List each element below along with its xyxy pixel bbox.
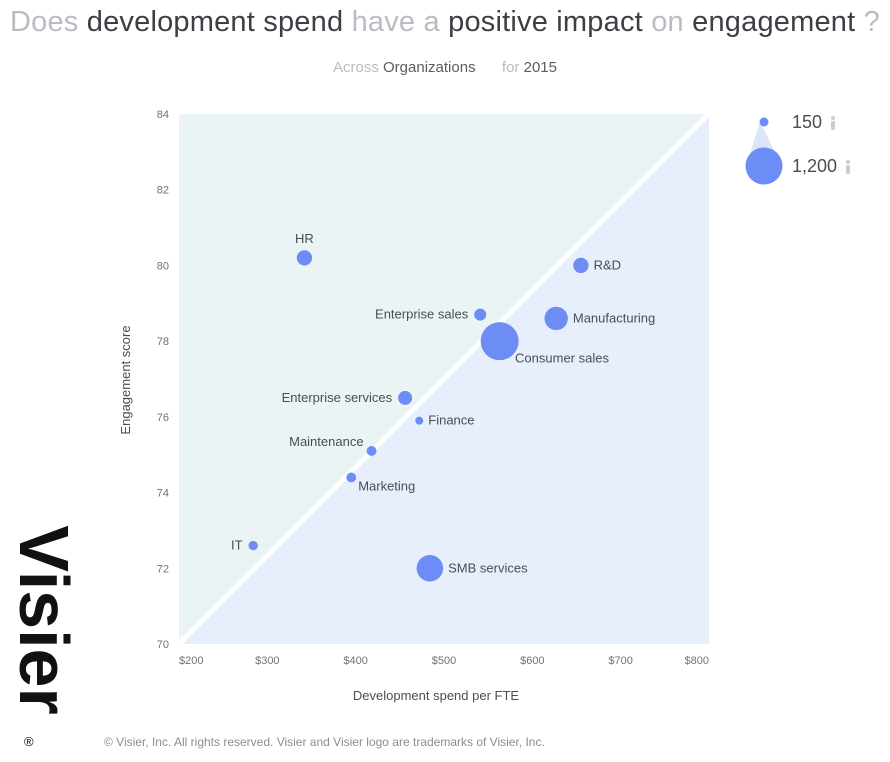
bubble[interactable] <box>544 306 568 331</box>
title-word-have-a: have a <box>351 6 440 38</box>
y-tick-label: 84 <box>157 109 169 121</box>
subtitle-across: Across <box>333 59 379 76</box>
bubble[interactable] <box>366 446 377 456</box>
bubble[interactable] <box>346 472 357 483</box>
person-icon <box>831 116 835 130</box>
bubble[interactable] <box>474 308 487 321</box>
y-tick-label: 70 <box>157 639 169 651</box>
bubble-label: SMB services <box>448 560 528 575</box>
bubble-label: Consumer sales <box>515 351 609 366</box>
legend-small-bubble <box>759 117 769 127</box>
chart-subtitle: Across Organizations for 2015 <box>0 59 890 76</box>
person-icon <box>846 160 850 174</box>
x-axis-label: Development spend per FTE <box>353 688 520 703</box>
copyright-notice: © Visier, Inc. All rights reserved. Visi… <box>104 735 545 749</box>
bubble[interactable] <box>573 257 589 274</box>
x-tick-label: $800 <box>685 655 709 667</box>
bubble-label: Enterprise services <box>282 390 393 405</box>
size-legend-graphic <box>745 116 850 185</box>
title-word-engagement[interactable]: engagement <box>692 6 856 38</box>
bubble-label: R&D <box>594 257 621 272</box>
x-tick-label: $700 <box>608 655 632 667</box>
visier-logo-mark: Visier ® <box>5 525 83 749</box>
bubble-label: Maintenance <box>289 434 363 449</box>
bubble[interactable] <box>296 250 313 266</box>
diagonal-line <box>177 112 711 646</box>
bubble-label: Enterprise sales <box>375 307 469 322</box>
title-word-on: on <box>651 6 684 38</box>
subtitle-dimension[interactable]: Organizations <box>383 59 476 76</box>
legend-small-value: 150 <box>792 112 823 132</box>
bubble-label: Marketing <box>358 478 415 493</box>
y-tick-label: 74 <box>157 488 169 500</box>
bubble[interactable] <box>416 555 444 582</box>
title-question-mark: ? <box>863 6 880 38</box>
size-legend: 150 1,200 <box>740 108 880 198</box>
x-tick-label: $500 <box>432 655 456 667</box>
x-tick-label: $400 <box>343 655 367 667</box>
x-tick-label: $200 <box>179 655 203 667</box>
bubble-label: Finance <box>428 413 474 428</box>
x-tick-label: $600 <box>520 655 544 667</box>
legend-large-value: 1,200 <box>792 156 838 176</box>
subtitle-year[interactable]: 2015 <box>523 59 557 76</box>
y-axis-label: Engagement score <box>118 325 133 434</box>
x-tick-label: $300 <box>255 655 279 667</box>
bubble[interactable] <box>415 416 424 425</box>
visier-logo: Visier ® <box>5 520 83 750</box>
chart-title: Does development spend have a positive i… <box>0 6 890 39</box>
legend-large-bubble <box>745 147 783 185</box>
y-tick-label: 82 <box>157 185 169 197</box>
bubble[interactable] <box>248 540 258 551</box>
y-tick-label: 78 <box>157 336 169 348</box>
bubble-label: HR <box>295 231 314 246</box>
bubble-label: Manufacturing <box>573 310 655 325</box>
bubble[interactable] <box>480 322 519 361</box>
subtitle-for: for <box>501 59 520 76</box>
logo-text: Visier <box>14 525 74 714</box>
registered-mark: ® <box>24 734 34 749</box>
bubble-label: IT <box>231 538 243 553</box>
title-word-development-spend[interactable]: development spend <box>86 6 344 38</box>
y-tick-label: 72 <box>157 563 169 575</box>
title-word-does: Does <box>10 6 79 38</box>
bubble[interactable] <box>398 390 413 405</box>
title-word-positive-impact[interactable]: positive impact <box>448 6 643 38</box>
y-tick-label: 80 <box>157 260 169 272</box>
y-tick-label: 76 <box>157 412 169 424</box>
